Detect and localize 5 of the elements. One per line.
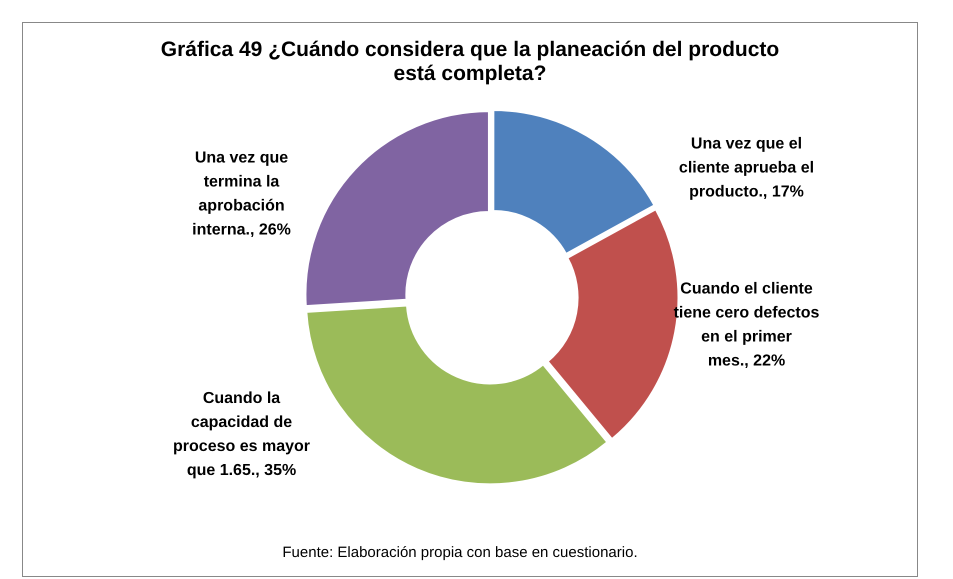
chart-title: Gráfica 49 ¿Cuándo considera que la planeación del producto está completa? (160, 38, 780, 86)
slice-label: Una vez que el cliente aprueba el producto., 17% (678, 135, 814, 200)
slice-label: Una vez que termina la aprobación interna., 26% (192, 150, 291, 239)
source-note: Fuente: Elaboración propia con base en cuestionario. (281, 544, 639, 561)
slice-label: Cuando la capacidad de proceso es mayor que 1.65., 35% (173, 390, 310, 480)
